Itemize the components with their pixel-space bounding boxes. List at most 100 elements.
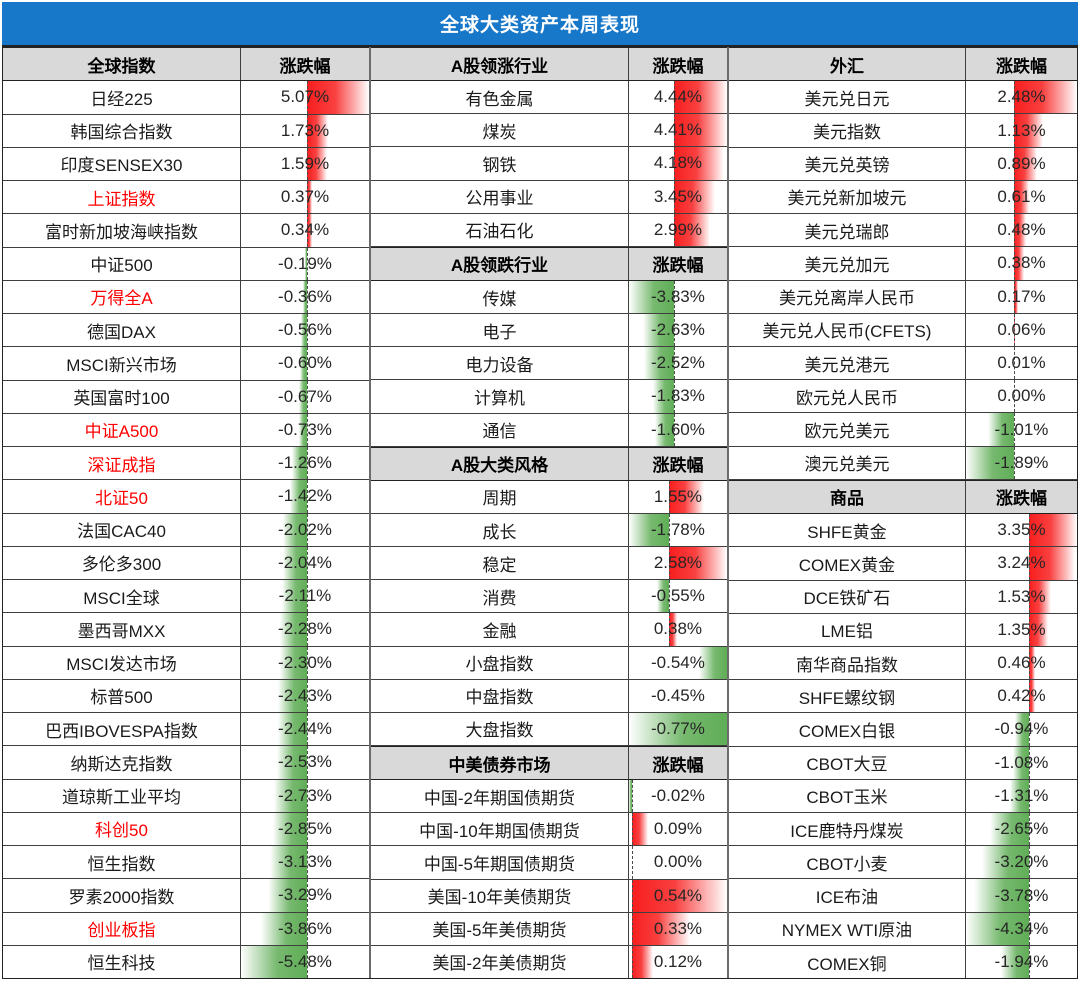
asset-name-cell: 美元兑日元 [729, 81, 966, 114]
axis-line [1013, 114, 1015, 147]
axis-line [1028, 912, 1030, 945]
table-row: 金融 0.38% [370, 613, 727, 647]
asset-name-cell: 美元兑英镑 [729, 147, 966, 180]
axis-line [307, 413, 309, 446]
axis-line [1013, 247, 1015, 280]
change-value: 4.44% [653, 87, 703, 107]
negative-data-bar [277, 713, 308, 746]
axis-line [674, 114, 676, 147]
change-value: 0.00% [653, 852, 703, 872]
table-row: 墨西哥MXX -2.28% [3, 613, 369, 647]
table-row: 电力设备 -2.52% [370, 347, 727, 381]
change-value: 0.00% [997, 386, 1046, 406]
axis-line [668, 480, 670, 513]
axis-line [674, 81, 676, 114]
table-row: 美元兑英镑 0.89% [728, 147, 1077, 181]
axis-line [307, 746, 309, 779]
table-row: 电子 -2.63% [370, 314, 727, 348]
axis-line [1013, 313, 1015, 346]
table-row: 美元兑日元 2.48% [728, 81, 1077, 115]
positive-data-bar [632, 813, 649, 846]
change-value: -4.34% [994, 918, 1049, 938]
asset-name-cell: 有色金属 [371, 81, 629, 114]
axis-line [674, 413, 676, 446]
table-row: 英国富时100 -0.67% [3, 380, 369, 414]
section-header-row: 商品 涨跌幅 [728, 479, 1077, 515]
column-group-3: 外汇 涨跌幅 美元兑日元 2.48% 美元指数 1.13% 美元兑英镑 0.89% 美元兑新加坡… [726, 47, 1077, 979]
change-value-cell: 0.12% [629, 945, 727, 978]
change-value-cell: 0.89% [966, 147, 1077, 180]
change-value: 2.99% [653, 219, 703, 239]
asset-name-cell: SHFE螺纹钢 [729, 680, 966, 713]
axis-line [1013, 280, 1015, 313]
negative-data-bar [652, 380, 675, 413]
change-value: -2.28% [278, 619, 332, 639]
negative-data-bar [300, 314, 308, 347]
change-value-cell: 0.42% [966, 680, 1077, 713]
table-row: 中国-2年期国债期货 -0.02% [370, 780, 727, 814]
table-row: COMEX铜 -1.94% [729, 945, 1077, 979]
change-value: 4.41% [653, 120, 703, 140]
asset-name-cell: 钢铁 [371, 147, 629, 180]
change-value-cell: -0.54% [629, 646, 727, 679]
table-row: 通信 -1.60% [370, 413, 727, 447]
axis-line [307, 314, 309, 347]
asset-name-cell: 公用事业 [371, 180, 629, 213]
table-row: LME铝 1.35% [728, 613, 1077, 647]
change-value: -1.89% [994, 452, 1049, 472]
change-value-cell: -3.13% [241, 846, 369, 879]
change-value: -2.65% [994, 819, 1049, 839]
axis-line [307, 613, 309, 646]
asset-name-cell: 中盘指数 [371, 679, 629, 712]
axis-line [307, 646, 309, 679]
axis-line [668, 513, 670, 547]
asset-name-cell: 巴西IBOVESPA指数 [3, 713, 241, 746]
negative-data-bar [303, 280, 308, 313]
section-header-row: A股领涨行业 涨跌幅 [370, 47, 727, 82]
table-row: 深证成指 -1.26% [3, 447, 369, 481]
negative-data-bar [1013, 746, 1029, 779]
axis-line [1013, 147, 1015, 180]
negative-data-bar [965, 912, 1029, 945]
axis-line [307, 347, 309, 380]
change-value-cell: 0.00% [629, 846, 727, 879]
axis-line [307, 181, 309, 214]
column-group-1: 全球指数 涨跌幅 日经225 5.07% 韩国综合指数 1.73% 印度SENSEX30 1.… [3, 47, 369, 978]
change-value-cell: 1.55% [629, 480, 727, 513]
section-header-cell: A股领跌行业 [370, 247, 629, 280]
asset-name-cell: 万得全A [3, 280, 241, 313]
negative-data-bar [699, 646, 727, 679]
change-value: 1.35% [997, 619, 1046, 639]
change-value-cell: 0.46% [966, 646, 1077, 680]
change-header-cell: 涨跌幅 [628, 746, 727, 780]
change-value-cell: -0.67% [241, 380, 369, 413]
positive-data-bar [307, 81, 369, 114]
axis-line [674, 147, 676, 180]
positive-data-bar [1013, 147, 1037, 180]
axis-line [632, 879, 634, 912]
axis-line [307, 247, 309, 280]
table-row: MSCI新兴市场 -0.60% [3, 347, 369, 381]
axis-line [307, 912, 309, 945]
change-value-cell: -5.48% [241, 945, 369, 978]
table-row: MSCI发达市场 -2.30% [3, 646, 369, 680]
axis-line [1028, 746, 1030, 779]
change-value: -0.77% [651, 718, 705, 738]
change-value-cell: -2.73% [241, 779, 369, 812]
table-row: 煤炭 4.41% [370, 114, 727, 148]
change-value: -3.83% [651, 287, 705, 307]
change-value-cell: -1.26% [241, 447, 369, 480]
change-value: 5.07% [280, 87, 330, 107]
change-value-cell: 1.13% [966, 114, 1077, 147]
asset-name-cell: 美元兑加元 [729, 247, 966, 280]
change-value: 3.45% [653, 186, 703, 206]
axis-line [632, 813, 634, 846]
change-value: -2.04% [278, 552, 332, 572]
table-row: SHFE黄金 3.35% [728, 514, 1077, 548]
negative-data-bar [965, 446, 1014, 479]
table-row: 北证50 -1.42% [3, 480, 369, 514]
axis-line [307, 879, 309, 912]
change-value-cell: -1.83% [629, 380, 727, 413]
change-value: -3.86% [278, 918, 332, 938]
asset-name-cell: 中国-5年期国债期货 [371, 846, 629, 879]
